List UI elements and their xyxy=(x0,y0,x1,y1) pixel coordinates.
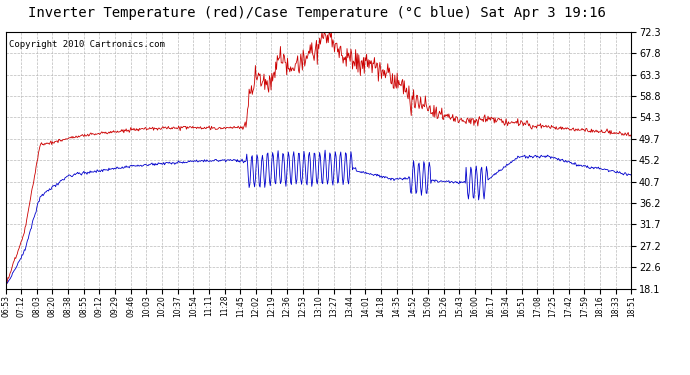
Text: Copyright 2010 Cartronics.com: Copyright 2010 Cartronics.com xyxy=(9,40,164,49)
Text: Inverter Temperature (red)/Case Temperature (°C blue) Sat Apr 3 19:16: Inverter Temperature (red)/Case Temperat… xyxy=(28,6,607,20)
